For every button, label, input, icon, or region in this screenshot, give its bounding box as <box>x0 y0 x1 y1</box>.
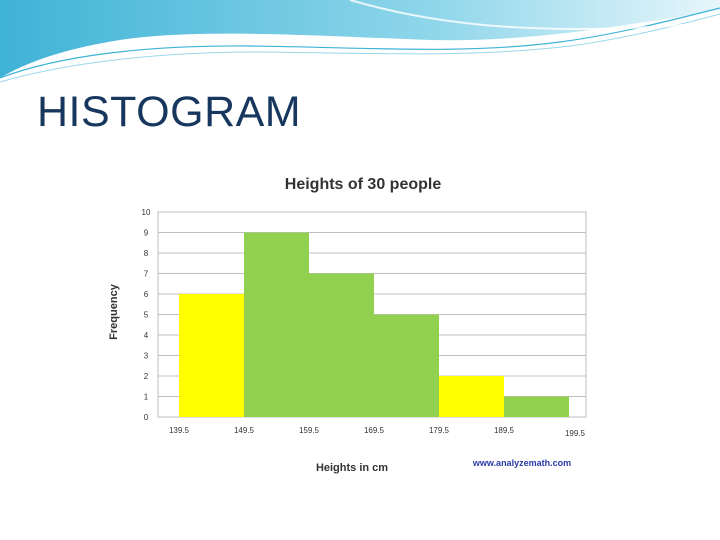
x-tick-label: 139.5 <box>169 426 190 435</box>
histogram-bar <box>179 294 244 417</box>
x-tick-label: 159.5 <box>299 426 320 435</box>
y-tick-label: 0 <box>144 413 149 422</box>
y-tick-label: 10 <box>142 208 151 217</box>
chart-title: Heights of 30 people <box>285 176 442 193</box>
y-tick-label: 5 <box>144 311 149 320</box>
y-tick-label: 4 <box>144 331 149 340</box>
y-tick-label: 3 <box>144 352 149 361</box>
x-tick-label: 169.5 <box>364 426 385 435</box>
histogram-bar <box>374 314 439 417</box>
histogram-chart: 0 1 2 3 4 5 6 7 8 9 10 139.5 149.5 159.5 169.5 179.5 18… <box>104 167 607 485</box>
y-tick-label: 1 <box>144 393 149 402</box>
y-tick-label: 6 <box>144 290 149 299</box>
source-credit: www.analyzemath.com <box>472 458 571 468</box>
y-tick-label: 2 <box>144 372 149 381</box>
histogram-bar <box>244 232 309 417</box>
x-tick-label: 189.5 <box>494 426 515 435</box>
y-tick-label: 8 <box>144 249 149 258</box>
x-axis-label: Heights in cm <box>316 462 388 474</box>
y-tick-label: 7 <box>144 270 149 279</box>
histogram-svg: 0 1 2 3 4 5 6 7 8 9 10 139.5 149.5 159.5 169.5 179.5 18… <box>108 176 587 474</box>
slide-title: HISTOGRAM <box>37 88 302 136</box>
x-tick-label: 149.5 <box>234 426 255 435</box>
histogram-bar <box>504 396 569 417</box>
histogram-bar <box>309 273 374 417</box>
x-tick-label: 199.5 <box>565 429 586 438</box>
y-tick-label: 9 <box>144 229 149 238</box>
x-tick-label: 179.5 <box>429 426 450 435</box>
header-wave-decoration <box>0 0 720 83</box>
histogram-bar <box>439 376 504 417</box>
y-axis-label: Frequency <box>108 283 120 340</box>
